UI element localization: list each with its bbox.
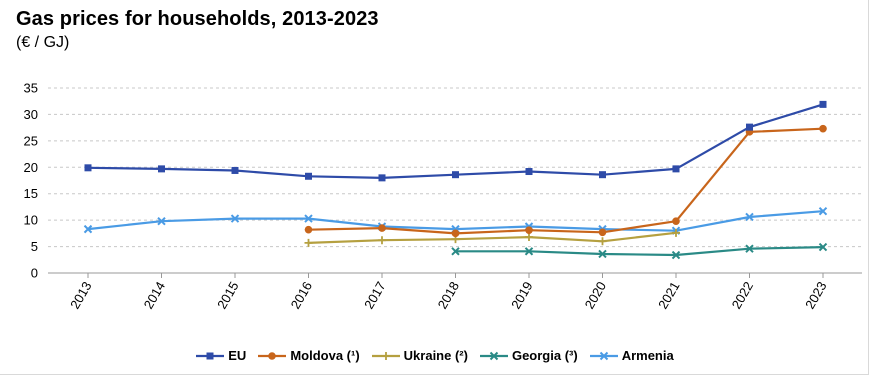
legend-label: EU bbox=[228, 348, 247, 363]
data-point-georgia bbox=[671, 250, 681, 260]
data-point-eu bbox=[599, 171, 606, 179]
x-tick-label: 2018 bbox=[435, 279, 462, 312]
chart-title: Gas prices for households, 2013-2023 bbox=[16, 8, 379, 30]
x-tick-label: 2023 bbox=[802, 279, 829, 312]
data-point-ukraine bbox=[525, 233, 533, 242]
data-point-eu bbox=[452, 171, 459, 179]
data-point-eu bbox=[158, 165, 165, 173]
legend-label: Georgia (³) bbox=[511, 348, 578, 363]
data-point-georgia bbox=[818, 242, 828, 252]
y-tick-label: 20 bbox=[24, 160, 38, 175]
data-point-ukraine bbox=[672, 228, 680, 237]
legend-key-moldova bbox=[258, 351, 287, 360]
data-point-georgia bbox=[745, 244, 754, 253]
data-point-eu bbox=[231, 166, 239, 174]
x-tick-label: 2022 bbox=[729, 279, 756, 312]
data-point-eu bbox=[819, 100, 827, 108]
data-point-moldova bbox=[525, 226, 533, 234]
x-tick-label: 2019 bbox=[508, 279, 535, 312]
x-tick-label: 2013 bbox=[67, 279, 94, 312]
legend-key-georgia bbox=[479, 351, 508, 360]
y-tick-label: 30 bbox=[24, 107, 38, 122]
data-point-eu bbox=[525, 168, 533, 176]
legend-item-georgia: Georgia (³) bbox=[479, 348, 578, 363]
x-tick-label: 2016 bbox=[288, 279, 315, 312]
x-tick-label: 2021 bbox=[655, 279, 682, 312]
chart-subtitle: (€ / GJ) bbox=[16, 34, 70, 51]
data-point-eu bbox=[378, 174, 386, 182]
data-point-armenia bbox=[83, 224, 93, 234]
legend-key-eu bbox=[196, 352, 225, 359]
legend-item-eu: EU bbox=[196, 348, 246, 363]
legend: EU Moldova (¹) Ukraine (²) Georgia (³) Armen… bbox=[0, 348, 870, 364]
data-point-moldova bbox=[304, 225, 313, 234]
y-tick-label: 5 bbox=[31, 239, 38, 254]
legend-item-ukraine: Ukraine (²) bbox=[371, 348, 468, 363]
series-line-moldova bbox=[308, 127, 824, 235]
data-point-georgia bbox=[451, 247, 460, 256]
data-point-armenia bbox=[818, 206, 828, 216]
data-point-georgia bbox=[524, 247, 534, 256]
x-tick-label: 2014 bbox=[141, 279, 168, 312]
data-point-moldova bbox=[672, 217, 680, 225]
y-tick-label: 15 bbox=[24, 186, 38, 201]
data-point-ukraine bbox=[304, 238, 313, 247]
data-point-armenia bbox=[230, 214, 240, 223]
data-point-eu bbox=[305, 172, 312, 180]
data-point-armenia bbox=[157, 216, 166, 226]
data-point-eu bbox=[672, 165, 680, 173]
series-line-georgia bbox=[455, 246, 824, 257]
legend-item-moldova: Moldova (¹) bbox=[258, 348, 360, 363]
data-point-moldova bbox=[598, 228, 607, 237]
data-point-moldova bbox=[378, 224, 386, 232]
x-tick-label: 2020 bbox=[582, 279, 609, 312]
data-point-moldova bbox=[451, 229, 460, 238]
line-chart: 0 5 10 15 20 25 30 35 2013 2014 2015 2016 2017 2018 20… bbox=[24, 81, 862, 312]
legend-label: Moldova (¹) bbox=[290, 348, 360, 363]
legend-item-armenia: Armenia bbox=[589, 348, 674, 363]
data-point-moldova bbox=[819, 124, 827, 133]
data-point-eu bbox=[84, 164, 92, 172]
data-point-armenia bbox=[304, 214, 313, 223]
data-point-eu bbox=[746, 123, 753, 131]
y-tick-label: 25 bbox=[24, 133, 38, 148]
data-point-georgia bbox=[598, 249, 607, 259]
x-tick-label: 2017 bbox=[361, 279, 388, 312]
y-tick-label: 0 bbox=[31, 266, 38, 281]
legend-key-ukraine bbox=[371, 351, 400, 360]
y-tick-label: 35 bbox=[24, 81, 38, 96]
series-line-ukraine bbox=[308, 231, 677, 244]
data-point-ukraine bbox=[378, 236, 386, 245]
data-point-armenia bbox=[745, 212, 754, 222]
legend-label: Ukraine (²) bbox=[403, 348, 468, 363]
y-tick-label: 10 bbox=[24, 213, 38, 228]
x-tick-label: 2015 bbox=[214, 279, 241, 312]
legend-key-armenia bbox=[589, 351, 618, 360]
data-point-ukraine bbox=[598, 237, 607, 246]
legend-label: Armenia bbox=[621, 348, 674, 363]
